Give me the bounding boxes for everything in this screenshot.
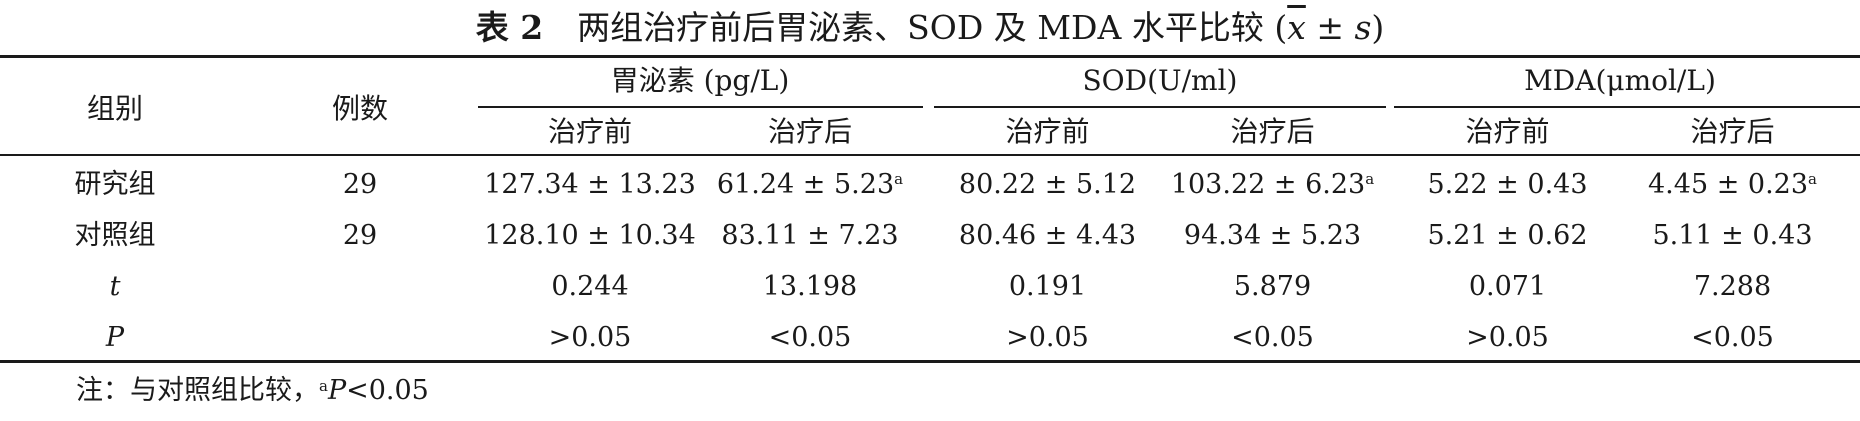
table-cell: 0.191 (1008, 271, 1087, 302)
row-stat-p: P (105, 322, 125, 353)
table-cell: >0.05 (548, 322, 632, 353)
table-cell: 127.34 ± 13.23 (484, 169, 696, 200)
table-cell: 7.288 (1693, 271, 1772, 302)
subheader-mda-before: 治疗前 (1465, 115, 1550, 148)
header-group: 组别 (86, 92, 143, 125)
bottom-rule (0, 360, 1860, 363)
subheader-sod-before: 治疗前 (1005, 115, 1090, 148)
table-cell: 128.10 ± 10.34 (484, 220, 696, 251)
table-footnote: 注：与对照组比较，aP<0.05 (76, 366, 429, 416)
table-cell: >0.05 (1466, 322, 1549, 353)
top-rule (0, 55, 1860, 58)
subheader-gastrin-after: 治疗后 (767, 115, 852, 148)
subrule-gastrin (478, 106, 923, 108)
subheader-mda-after: 治疗后 (1690, 115, 1775, 148)
table-cell: <0.05 (1691, 322, 1774, 353)
footnote-p: P (327, 375, 347, 406)
table-cell: 5.21 ± 0.62 (1427, 220, 1588, 251)
subrule-sod (934, 106, 1386, 108)
row-count: 29 (342, 220, 378, 251)
header-count: 例数 (331, 92, 388, 125)
subheader-gastrin-before: 治疗前 (547, 115, 632, 148)
caption-title: 两组治疗前后胃泌素、SOD 及 MDA 水平比较 ( (577, 8, 1288, 47)
table-cell: <0.05 (768, 322, 852, 353)
row-count: 29 (342, 169, 378, 200)
table-cell: 5.11 ± 0.43 (1652, 220, 1813, 251)
table-cell: 13.198 (762, 271, 858, 302)
table-caption: 表 2 两组治疗前后胃泌素、SOD 及 MDA 水平比较 (x ± s) (0, 2, 1860, 54)
table-cell: <0.05 (1231, 322, 1314, 353)
header-sod: SOD(U/ml) (1082, 64, 1238, 97)
subheader-sod-after: 治疗后 (1230, 115, 1315, 148)
caption-close: ) (1371, 8, 1385, 47)
significance-mark: a (1808, 170, 1817, 188)
table-cell: 94.34 ± 5.23 (1183, 220, 1362, 251)
subrule-mda (1394, 106, 1860, 108)
table-cell: 103.22 ± 6.23a (1170, 169, 1375, 200)
row-stat-t: t (109, 271, 121, 302)
header-mda: MDA(μmol/L) (1524, 64, 1716, 97)
table-cell: 5.879 (1233, 271, 1312, 302)
table-cell: 83.11 ± 7.23 (721, 220, 899, 251)
table-cell: 0.244 (551, 271, 629, 302)
footnote-sup: a (319, 377, 328, 395)
header-gastrin: 胃泌素 (pg/L) (610, 64, 790, 97)
footnote-prefix: 注：与对照组比较， (76, 375, 319, 406)
sd-symbol: s (1354, 8, 1372, 47)
row-group-label: 对照组 (74, 220, 156, 251)
significance-mark: a (1365, 170, 1375, 188)
table-cell: 0.071 (1468, 271, 1547, 302)
footnote-rest: <0.05 (346, 375, 429, 406)
header-rule (0, 154, 1860, 156)
plus-minus: ± (1305, 8, 1355, 47)
table-cell: 80.22 ± 5.12 (958, 169, 1137, 200)
table-cell: >0.05 (1006, 322, 1089, 353)
table-cell: 61.24 ± 5.23a (716, 169, 904, 200)
table-number: 表 2 (475, 8, 544, 47)
table-cell: 4.45 ± 0.23a (1648, 169, 1817, 200)
mean-symbol: x (1287, 8, 1306, 47)
significance-mark: a (894, 170, 904, 188)
table-cell: 5.22 ± 0.43 (1427, 169, 1588, 200)
table-cell: 80.46 ± 4.43 (958, 220, 1137, 251)
row-group-label: 研究组 (74, 169, 156, 200)
